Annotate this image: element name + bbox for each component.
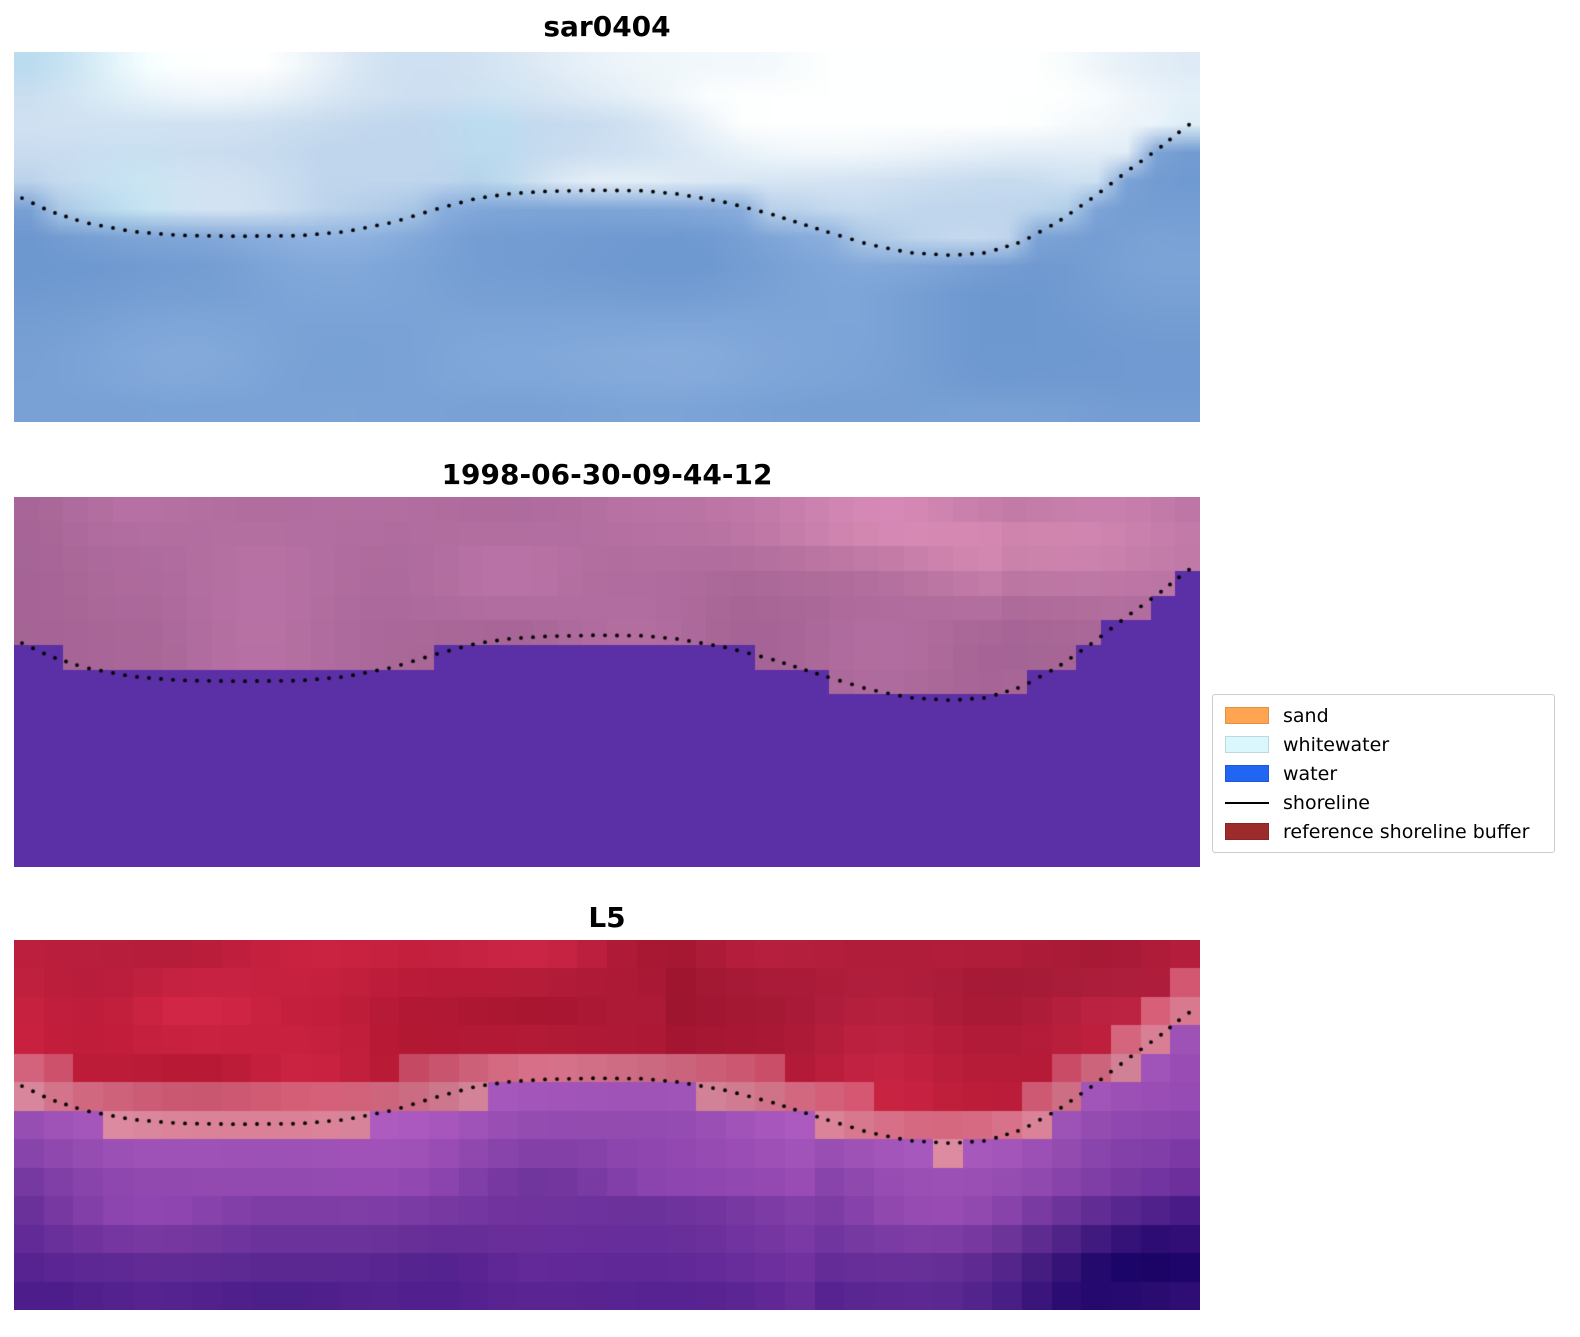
whitewater-swatch-icon xyxy=(1225,736,1269,753)
water-swatch-icon xyxy=(1225,765,1269,782)
legend-item-water: water xyxy=(1225,759,1542,788)
legend: sand whitewater water shoreline referenc… xyxy=(1212,694,1555,853)
legend-item-sand: sand xyxy=(1225,701,1542,730)
panel-title-l5: L5 xyxy=(588,901,626,934)
legend-item-whitewater: whitewater xyxy=(1225,730,1542,759)
sar0404-panel-image xyxy=(14,52,1200,422)
legend-item-reference-shoreline-buffer: reference shoreline buffer xyxy=(1225,817,1542,846)
legend-label-water: water xyxy=(1283,762,1338,785)
shoreline-line-icon xyxy=(1225,801,1269,804)
legend-label-sand: sand xyxy=(1283,704,1329,727)
legend-label-reference-buffer: reference shoreline buffer xyxy=(1283,820,1530,843)
classified-panel-image xyxy=(14,497,1200,867)
legend-label-whitewater: whitewater xyxy=(1283,733,1390,756)
sand-swatch-icon xyxy=(1225,707,1269,724)
legend-label-shoreline: shoreline xyxy=(1283,791,1370,814)
panel-title-date: 1998-06-30-09-44-12 xyxy=(441,458,773,491)
legend-item-shoreline: shoreline xyxy=(1225,788,1542,817)
l5-panel-image xyxy=(14,940,1200,1310)
reference-buffer-swatch-icon xyxy=(1225,823,1269,840)
panel-title-sar0404: sar0404 xyxy=(543,10,671,43)
